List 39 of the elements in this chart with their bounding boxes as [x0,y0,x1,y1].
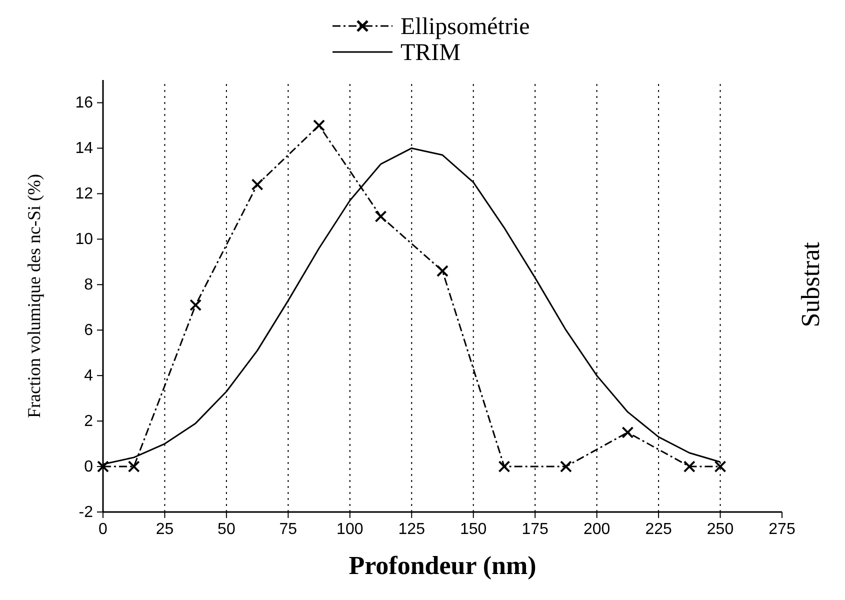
point [714,460,726,473]
x-tick-label: 150 [460,521,487,538]
x-tick-label: 0 [98,521,108,538]
x-tick-label: 275 [768,521,796,538]
x-tick-label: 125 [398,521,426,538]
point [251,178,264,191]
point [374,210,387,222]
y-tick-label: 10 [75,231,94,248]
y-tick-label: 12 [75,186,94,203]
y-tick-label: 16 [75,94,94,112]
y-tick-label: -2 [78,504,94,521]
x-tick-label: 175 [522,521,549,538]
point [498,460,510,473]
point [313,119,326,132]
point [97,460,109,473]
x-tick-label: 50 [218,521,236,538]
y-tick-label: 2 [84,413,94,430]
legend-label: Ellipsométrie [400,14,530,40]
point [128,460,140,473]
point [190,299,202,312]
x-axis-title: Profondeur (nm) [348,551,536,580]
y-tick-label: 6 [84,322,94,340]
y-tick-label: 8 [84,276,94,294]
x-tick-label: 225 [645,521,672,538]
y-axis-title: Fraction volumique des nc-Si (%) [24,174,44,418]
x-tick-label: 75 [279,521,298,538]
x-tick-label: 25 [156,521,174,538]
legend-label: TRIM [400,40,460,66]
y-tick-label: 14 [75,140,94,158]
point [683,460,696,473]
point [436,264,448,277]
x-tick-label: 250 [706,521,734,538]
point [560,460,572,473]
x-tick-label: 200 [583,521,610,538]
point [622,426,634,438]
x-tick-label: 100 [336,521,364,538]
y-tick-label: 0 [84,458,94,476]
text: Substrat [796,241,825,328]
y-tick-label: 4 [84,368,94,385]
